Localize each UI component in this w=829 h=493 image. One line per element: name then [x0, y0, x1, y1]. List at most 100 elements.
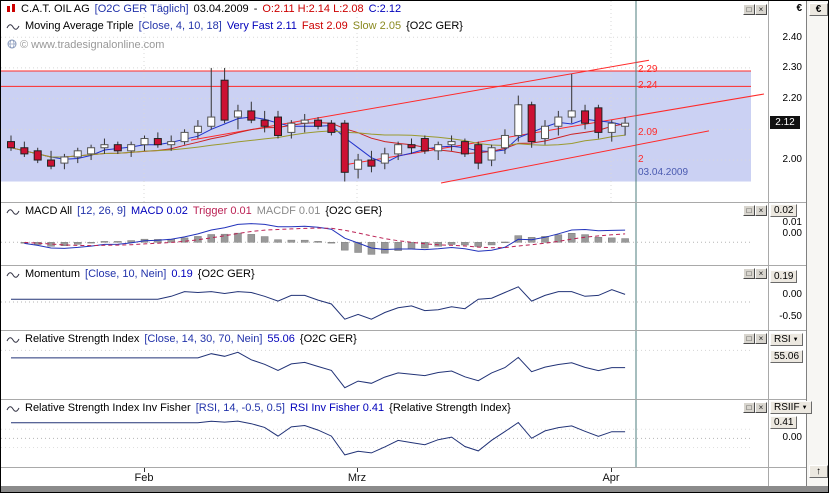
rsi-name: Relative Strength Index — [25, 333, 140, 345]
momentum-axis-zero: 0.00 — [782, 289, 802, 300]
macd-header: MACD All [12, 26, 9] MACD 0.02 Trigger 0.01… — [6, 205, 387, 219]
dash: - — [253, 3, 258, 15]
rsiif-restore-button[interactable]: □ — [743, 402, 755, 413]
time-axis[interactable]: Feb Mrz Apr — [1, 467, 768, 486]
month-tick — [144, 467, 145, 472]
month-tick — [611, 467, 612, 472]
price-chart-canvas[interactable] — [1, 1, 768, 202]
rsi-axis-selector[interactable]: RSI ▼ — [770, 333, 803, 346]
macdf-value: MACDF 0.01 — [256, 205, 321, 217]
wave-icon — [6, 334, 20, 347]
price-tick-220: 2.20 — [782, 93, 802, 104]
main-close-button[interactable]: × — [755, 4, 767, 15]
ma-header: Moving Average Triple [Close, 4, 10, 18] V… — [6, 20, 468, 34]
momentum-restore-button[interactable]: □ — [743, 268, 755, 279]
rsi-header: Relative Strength Index [Close, 14, 30, 7… — [6, 333, 362, 347]
rsiif-header: Relative Strength Index Inv Fisher [RSI, … — [6, 402, 516, 416]
month-tick — [357, 467, 358, 472]
rsi-close-button[interactable]: × — [755, 333, 767, 344]
currency-button[interactable]: € — [809, 3, 828, 16]
rsiif-axis-selector[interactable]: RSIIF ▼ — [770, 401, 812, 414]
rsi-restore-button[interactable]: □ — [743, 333, 755, 344]
momentum-value: 0.19 — [171, 268, 193, 280]
rsiif-chart-canvas[interactable] — [1, 400, 768, 467]
close-value: C:2.12 — [368, 3, 402, 15]
wave-icon — [6, 21, 20, 34]
month-label: Apr — [602, 472, 620, 484]
macd-axis-000: 0.00 — [782, 228, 802, 239]
rsiif-axis-zero: 0.00 — [782, 432, 802, 443]
rsiif-value: RSI Inv Fisher 0.41 — [289, 402, 385, 414]
rsiif-suffix: {Relative Strength Index} — [389, 402, 511, 414]
bottom-status-bar — [1, 486, 828, 492]
last-price-badge: 2.12 — [770, 116, 800, 129]
wave-icon — [6, 206, 20, 219]
right-toolbar-strip: € ↑ — [806, 1, 828, 486]
price-axis-unit: € — [796, 3, 802, 14]
axis-separator — [768, 1, 769, 486]
resistance-level-2: 2.24 — [638, 80, 658, 91]
macd-restore-button[interactable]: □ — [743, 205, 755, 216]
macd-params: [12, 26, 9] — [77, 205, 126, 217]
rsi-chart-canvas[interactable] — [1, 331, 768, 399]
momentum-axis-current: 0.19 — [770, 270, 798, 283]
panel-separator — [1, 330, 807, 331]
watermark-text: © www.tradesignalonline.com — [20, 39, 165, 51]
rsiif-axis-current: 0.41 — [770, 416, 798, 429]
macd-suffix: {O2C GER} — [325, 205, 383, 217]
watermark: © www.tradesignalonline.com — [7, 39, 164, 53]
month-label: Feb — [134, 472, 154, 484]
rsiif-selector-label: RSIIF — [774, 402, 800, 413]
ma-slow-value: Slow 2.05 — [352, 20, 402, 32]
momentum-params: [Close, 10, Nein] — [85, 268, 167, 280]
rsi-selector-label: RSI — [774, 334, 791, 345]
quote-date: 03.04.2009 — [193, 3, 249, 15]
rsiif-params: [RSI, 14, -0.5, 0.5] — [195, 402, 285, 414]
macd-value: MACD 0.02 — [131, 205, 188, 217]
cursor-date-label: 03.04.2009 — [638, 167, 689, 178]
support-level: 2 — [638, 154, 644, 165]
ma-very-fast-value: Very Fast 2.11 — [226, 20, 297, 32]
macd-close-button[interactable]: × — [755, 205, 767, 216]
ohl-values: O:2.11 H:2.14 L:2.08 — [262, 3, 364, 15]
instrument-name: C.A.T. OIL AG — [21, 3, 90, 15]
main-restore-button[interactable]: □ — [743, 4, 755, 15]
rsi-suffix: {O2C GER} — [299, 333, 357, 345]
panel-separator — [1, 265, 807, 266]
momentum-axis-low: -0.50 — [779, 311, 802, 322]
panel-separator — [1, 202, 807, 203]
candlestick-icon — [6, 3, 16, 17]
ma-suffix: {O2C GER} — [406, 20, 463, 32]
price-tick-230: 2.30 — [782, 62, 802, 73]
momentum-name: Momentum — [25, 268, 81, 280]
ma-name: Moving Average Triple — [25, 20, 134, 32]
instrument-params: [O2C GER Täglich] — [94, 3, 189, 15]
macd-axis-001: 0.01 — [782, 217, 802, 228]
trigger-value: Trigger 0.01 — [192, 205, 252, 217]
trend-level: 2.09 — [638, 127, 658, 138]
ma-params: [Close, 4, 10, 18] — [138, 20, 222, 32]
momentum-close-button[interactable]: × — [755, 268, 767, 279]
panel-separator — [1, 399, 807, 400]
rsi-value: 55.06 — [267, 333, 295, 345]
panel-separator — [1, 467, 807, 468]
main-chart-header: C.A.T. OIL AG [O2C GER Täglich] 03.04.2009… — [6, 3, 406, 17]
resistance-level-1: 2.29 — [638, 64, 658, 75]
rsi-axis-current: 55.06 — [770, 350, 804, 363]
wave-icon — [6, 403, 20, 416]
rsi-params: [Close, 14, 30, 70, Nein] — [144, 333, 263, 345]
chevron-down-icon: ▼ — [792, 337, 799, 343]
momentum-chart-canvas[interactable] — [1, 266, 768, 330]
rsiif-name: Relative Strength Index Inv Fisher — [25, 402, 191, 414]
scroll-up-button[interactable]: ↑ — [809, 465, 828, 478]
macd-axis-current: 0.02 — [770, 204, 798, 217]
price-tick-200: 2.00 — [782, 154, 802, 165]
wave-icon — [6, 269, 20, 282]
month-label: Mrz — [347, 472, 367, 484]
rsiif-close-button[interactable]: × — [755, 402, 767, 413]
macd-chart-canvas[interactable] — [1, 203, 768, 265]
price-tick-240: 2.40 — [782, 32, 802, 43]
chevron-down-icon: ▼ — [801, 405, 808, 411]
macd-name: MACD All — [25, 205, 73, 217]
